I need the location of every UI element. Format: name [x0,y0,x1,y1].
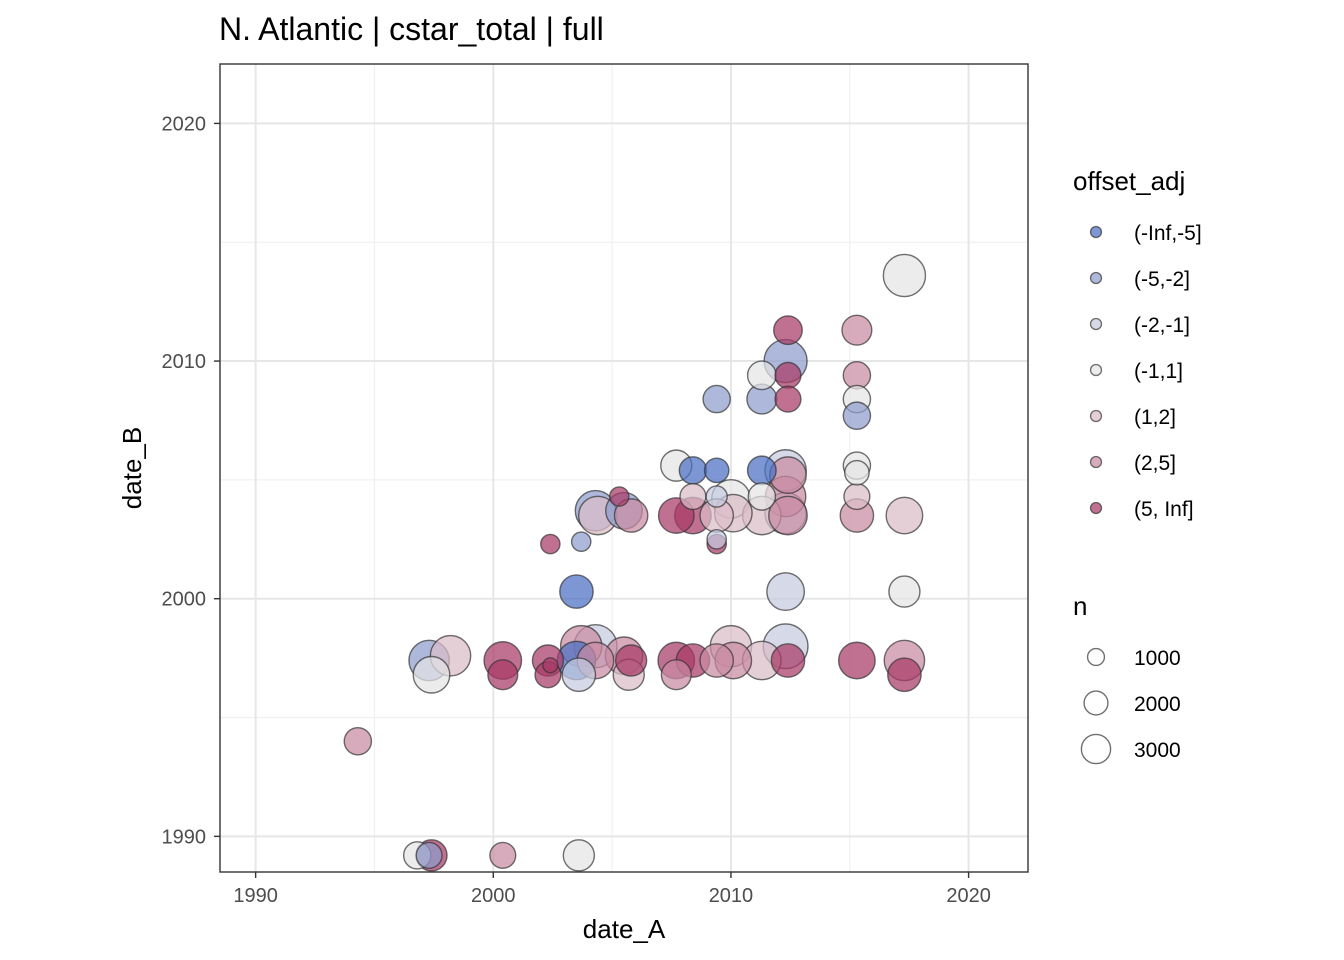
data-point [702,384,731,414]
data-point [888,575,921,608]
data-point [412,655,451,694]
x-tick-label: 2000 [471,885,516,907]
chart-title: N. Atlantic | cstar_total | full [219,11,604,47]
data-point [559,574,594,609]
y-axis: 1990 2000 2010 2020 [162,113,220,848]
data-point [487,659,519,691]
data-points [343,253,927,872]
size-legend-label: 2000 [1134,693,1181,716]
x-tick-label: 2020 [946,885,991,907]
data-point [747,482,777,511]
color-legend-label: (1,2] [1134,406,1176,429]
color-legend-key [1089,455,1103,469]
data-point [773,315,803,346]
color-legend-label: (-Inf,-5] [1134,222,1202,245]
data-point [706,528,727,550]
data-point [844,459,870,486]
plot-panel [220,64,1028,872]
data-point [489,841,517,869]
size-legend: n 1000 2000 3000 [1073,591,1181,765]
color-legend-label: (-2,-1] [1134,314,1190,337]
data-point [679,482,707,511]
color-legend-key [1089,317,1103,331]
data-point [768,495,808,536]
color-legend-key [1089,225,1103,239]
color-legend-title: offset_adj [1073,166,1185,196]
data-point [561,657,597,693]
color-legend: offset_adj (-Inf,-5] (-5,-2] (-2,-1] (-1,1] (… [1073,166,1202,521]
data-point [842,401,872,431]
data-point [678,456,708,485]
y-axis-title: date_B [117,427,147,509]
size-legend-label: 3000 [1134,739,1181,762]
color-legend-label: (5, Inf] [1134,498,1194,521]
data-point [705,485,728,508]
size-legend-title: n [1073,591,1087,621]
color-legend-label: (-5,-2] [1134,268,1190,291]
data-point [885,496,924,535]
major-gridlines [220,64,1028,872]
x-axis-title: date_A [583,914,666,944]
data-point [774,385,802,413]
data-point [540,533,561,555]
plot-border [219,63,1029,873]
data-point [699,643,735,678]
size-legend-key [1083,690,1109,716]
data-point [841,314,873,346]
data-point [703,457,730,484]
data-point [843,482,871,511]
color-legend-key [1089,501,1103,515]
data-point [562,839,596,872]
data-point [343,726,373,756]
size-legend-key [1086,647,1106,667]
data-point [746,360,777,391]
color-legend-key [1089,271,1103,285]
size-legend-key [1080,733,1112,765]
color-legend-label: (2,5] [1134,452,1176,475]
y-tick-label: 1990 [162,826,207,848]
data-point [887,657,922,693]
data-point [774,361,802,389]
color-legend-key [1089,363,1103,377]
y-tick-label: 2000 [162,589,207,611]
x-axis: 1990 2000 2010 2020 [233,872,991,907]
data-point [746,455,777,486]
y-tick-label: 2020 [162,113,207,135]
data-point [882,253,927,298]
y-tick-label: 2010 [162,351,207,373]
data-point [660,659,692,691]
data-point [570,531,592,552]
data-point [542,657,559,674]
size-legend-label: 1000 [1134,647,1181,670]
color-legend-key [1089,409,1103,423]
color-legend-label: (-1,1] [1134,360,1183,383]
data-point [613,498,649,533]
data-point [608,486,630,507]
data-point [415,841,443,869]
data-point [766,572,806,612]
data-point [837,641,876,680]
data-point [770,643,806,678]
data-point [614,644,648,677]
x-tick-label: 2010 [709,885,754,907]
x-tick-label: 1990 [233,885,278,907]
